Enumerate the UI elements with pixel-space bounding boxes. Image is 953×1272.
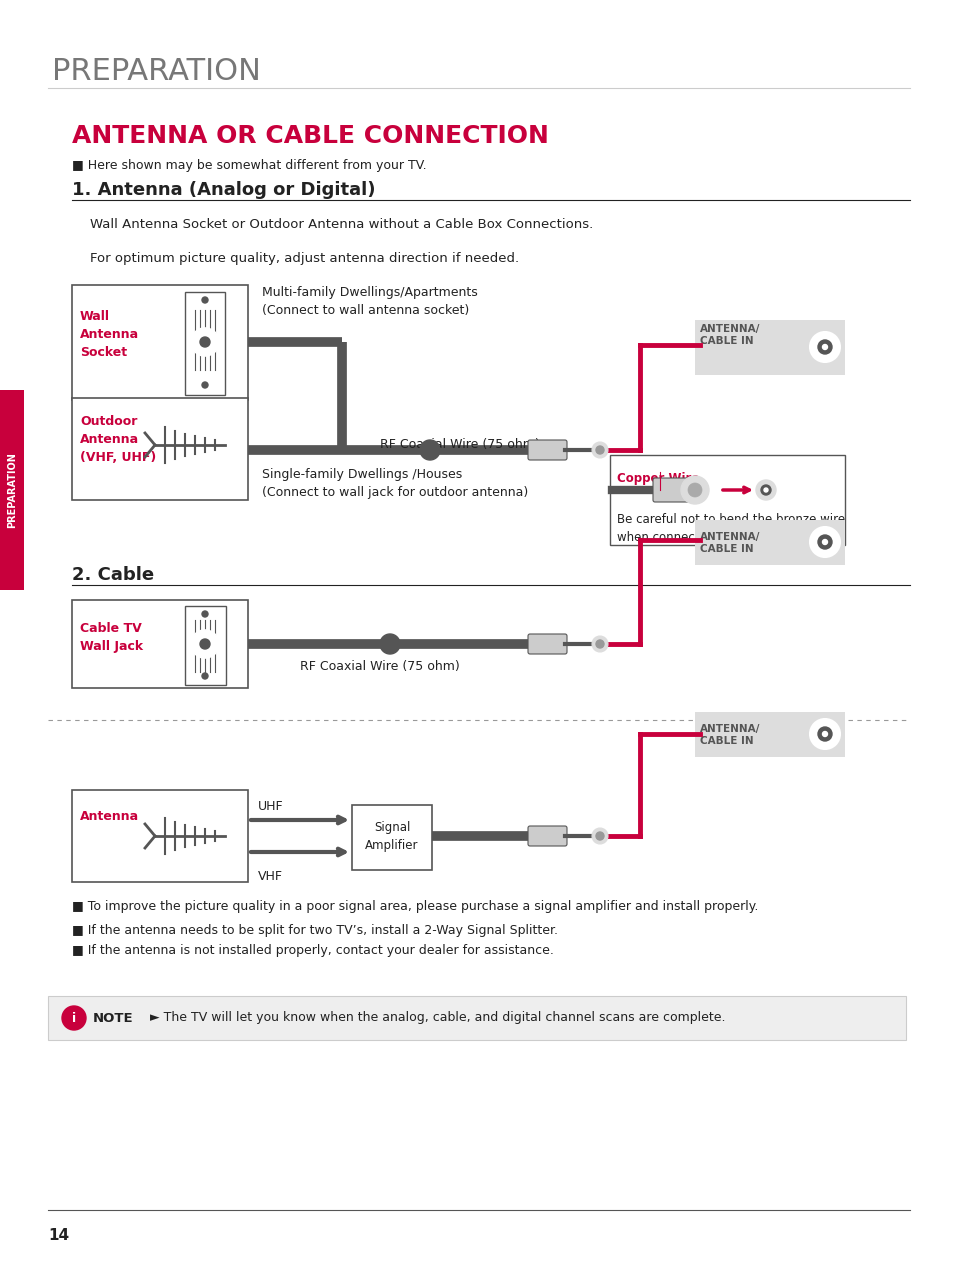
Text: NOTE: NOTE xyxy=(92,1011,133,1024)
Circle shape xyxy=(200,337,210,347)
Circle shape xyxy=(821,345,826,350)
Text: ANTENNA OR CABLE CONNECTION: ANTENNA OR CABLE CONNECTION xyxy=(71,123,548,148)
Text: RF Coaxial Wire (75 ohm): RF Coaxial Wire (75 ohm) xyxy=(379,438,539,452)
Text: ANTENNA/
CABLE IN: ANTENNA/ CABLE IN xyxy=(700,724,760,747)
Circle shape xyxy=(202,611,208,617)
Circle shape xyxy=(596,640,603,647)
Text: Wall Antenna Socket or Outdoor Antenna without a Cable Box Connections.: Wall Antenna Socket or Outdoor Antenna w… xyxy=(90,218,593,232)
Text: ANTENNA/
CABLE IN: ANTENNA/ CABLE IN xyxy=(700,324,760,346)
Circle shape xyxy=(592,828,607,845)
Text: 2. Cable: 2. Cable xyxy=(71,566,154,584)
Circle shape xyxy=(760,485,770,495)
Text: ■ Here shown may be somewhat different from your TV.: ■ Here shown may be somewhat different f… xyxy=(71,159,426,172)
Text: Cable TV
Wall Jack: Cable TV Wall Jack xyxy=(80,622,143,653)
FancyBboxPatch shape xyxy=(0,391,24,590)
Circle shape xyxy=(202,296,208,303)
FancyBboxPatch shape xyxy=(185,605,226,686)
Circle shape xyxy=(680,476,708,504)
Text: ■ If the antenna is not installed properly, contact your dealer for assistance.: ■ If the antenna is not installed proper… xyxy=(71,944,554,957)
Text: Single-family Dwellings /Houses
(Connect to wall jack for outdoor antenna): Single-family Dwellings /Houses (Connect… xyxy=(262,468,528,499)
Circle shape xyxy=(202,673,208,679)
Circle shape xyxy=(191,630,219,658)
Circle shape xyxy=(755,480,775,500)
Text: 14: 14 xyxy=(48,1227,69,1243)
Circle shape xyxy=(202,382,208,388)
Circle shape xyxy=(592,441,607,458)
Circle shape xyxy=(596,832,603,840)
Circle shape xyxy=(809,332,840,363)
FancyBboxPatch shape xyxy=(352,805,432,870)
FancyBboxPatch shape xyxy=(527,440,566,460)
Text: ■ To improve the picture quality in a poor signal area, please purchase a signal: ■ To improve the picture quality in a po… xyxy=(71,901,758,913)
Text: Be careful not to bend the bronze wire
when connecting the antenna.: Be careful not to bend the bronze wire w… xyxy=(617,513,844,544)
Circle shape xyxy=(191,328,219,356)
Text: Antenna: Antenna xyxy=(80,810,139,823)
Circle shape xyxy=(200,639,210,649)
Circle shape xyxy=(338,446,345,453)
FancyBboxPatch shape xyxy=(695,520,844,565)
Circle shape xyxy=(809,527,840,557)
Text: Wall
Antenna
Socket: Wall Antenna Socket xyxy=(80,310,139,359)
Text: Outdoor
Antenna
(VHF, UHF): Outdoor Antenna (VHF, UHF) xyxy=(80,415,156,464)
FancyBboxPatch shape xyxy=(71,790,248,881)
Circle shape xyxy=(809,719,840,749)
Circle shape xyxy=(592,636,607,653)
Text: PREPARATION: PREPARATION xyxy=(52,57,260,86)
Circle shape xyxy=(817,340,831,354)
Text: ANTENNA/
CABLE IN: ANTENNA/ CABLE IN xyxy=(700,532,760,555)
Circle shape xyxy=(821,731,826,736)
Text: ■ If the antenna needs to be split for two TV’s, install a 2-Way Signal Splitter: ■ If the antenna needs to be split for t… xyxy=(71,923,558,937)
Text: For optimum picture quality, adjust antenna direction if needed.: For optimum picture quality, adjust ante… xyxy=(90,252,518,265)
FancyBboxPatch shape xyxy=(185,293,225,396)
Circle shape xyxy=(763,488,767,492)
FancyBboxPatch shape xyxy=(71,398,248,500)
FancyBboxPatch shape xyxy=(652,478,697,502)
Text: Signal
Amplifier: Signal Amplifier xyxy=(365,822,418,852)
Circle shape xyxy=(596,446,603,454)
Text: VHF: VHF xyxy=(257,870,283,883)
Text: Multi-family Dwellings/Apartments
(Connect to wall antenna socket): Multi-family Dwellings/Apartments (Conne… xyxy=(262,286,477,317)
Text: RF Coaxial Wire (75 ohm): RF Coaxial Wire (75 ohm) xyxy=(299,660,459,673)
Circle shape xyxy=(687,483,701,497)
Text: PREPARATION: PREPARATION xyxy=(7,452,17,528)
Text: 1. Antenna (Analog or Digital): 1. Antenna (Analog or Digital) xyxy=(71,181,375,198)
Circle shape xyxy=(62,1006,86,1030)
FancyBboxPatch shape xyxy=(695,321,844,375)
Circle shape xyxy=(379,633,399,654)
Text: i: i xyxy=(71,1011,76,1024)
Text: ► The TV will let you know when the analog, cable, and digital channel scans are: ► The TV will let you know when the anal… xyxy=(150,1011,724,1024)
FancyBboxPatch shape xyxy=(71,285,248,399)
FancyBboxPatch shape xyxy=(48,996,905,1040)
FancyBboxPatch shape xyxy=(527,633,566,654)
FancyBboxPatch shape xyxy=(71,600,248,688)
Text: UHF: UHF xyxy=(257,800,283,813)
FancyBboxPatch shape xyxy=(609,455,844,544)
Circle shape xyxy=(419,440,439,460)
Text: Copper Wire: Copper Wire xyxy=(617,472,699,485)
FancyBboxPatch shape xyxy=(527,826,566,846)
Circle shape xyxy=(817,536,831,550)
FancyBboxPatch shape xyxy=(695,712,844,757)
Circle shape xyxy=(817,728,831,742)
Circle shape xyxy=(821,539,826,544)
